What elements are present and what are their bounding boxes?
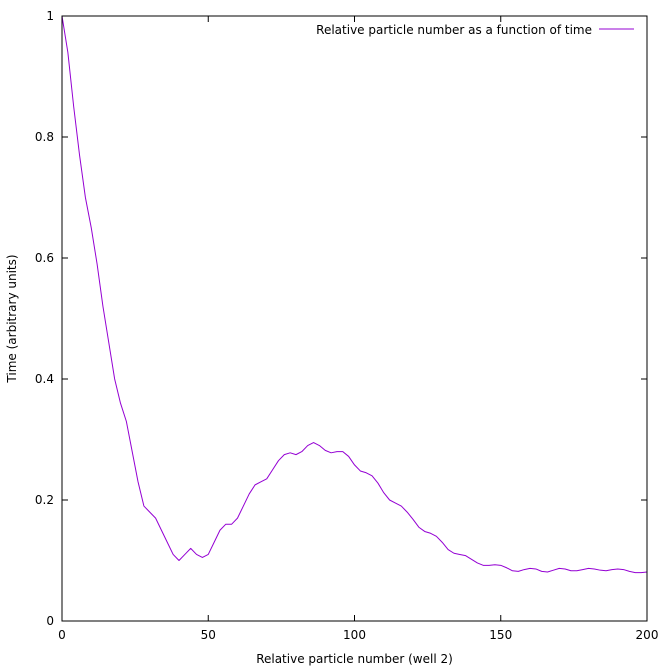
- plot-frame: [61, 15, 648, 622]
- legend-label: Relative particle number as a function o…: [316, 23, 592, 37]
- series-group: [61, 15, 648, 574]
- x-tick-label: 200: [636, 628, 659, 642]
- x-tick-label: 0: [58, 628, 66, 642]
- y-tick-label: 0: [46, 614, 54, 628]
- series-line: [61, 15, 648, 574]
- y-tick-label: 1: [46, 9, 54, 23]
- legend: Relative particle number as a function o…: [316, 23, 634, 37]
- y-tick-label: 0.6: [35, 251, 54, 265]
- y-tick-label: 0.2: [35, 493, 54, 507]
- y-tick-label: 0.4: [35, 372, 54, 386]
- x-tick-label: 50: [201, 628, 216, 642]
- y-tick-label: 0.8: [35, 130, 54, 144]
- ticks-group: 0 50 100 150 200 0 0.2 0.4 0.6 0.8 1: [35, 9, 659, 642]
- x-tick-label: 150: [489, 628, 512, 642]
- x-tick-label: 100: [343, 628, 366, 642]
- x-axis-label: Relative particle number (well 2): [256, 652, 453, 666]
- y-axis-label: Time (arbitrary units): [5, 254, 19, 383]
